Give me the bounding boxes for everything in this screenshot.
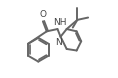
Text: NH: NH — [53, 18, 66, 27]
Text: O: O — [39, 10, 46, 19]
Text: N: N — [55, 38, 62, 47]
